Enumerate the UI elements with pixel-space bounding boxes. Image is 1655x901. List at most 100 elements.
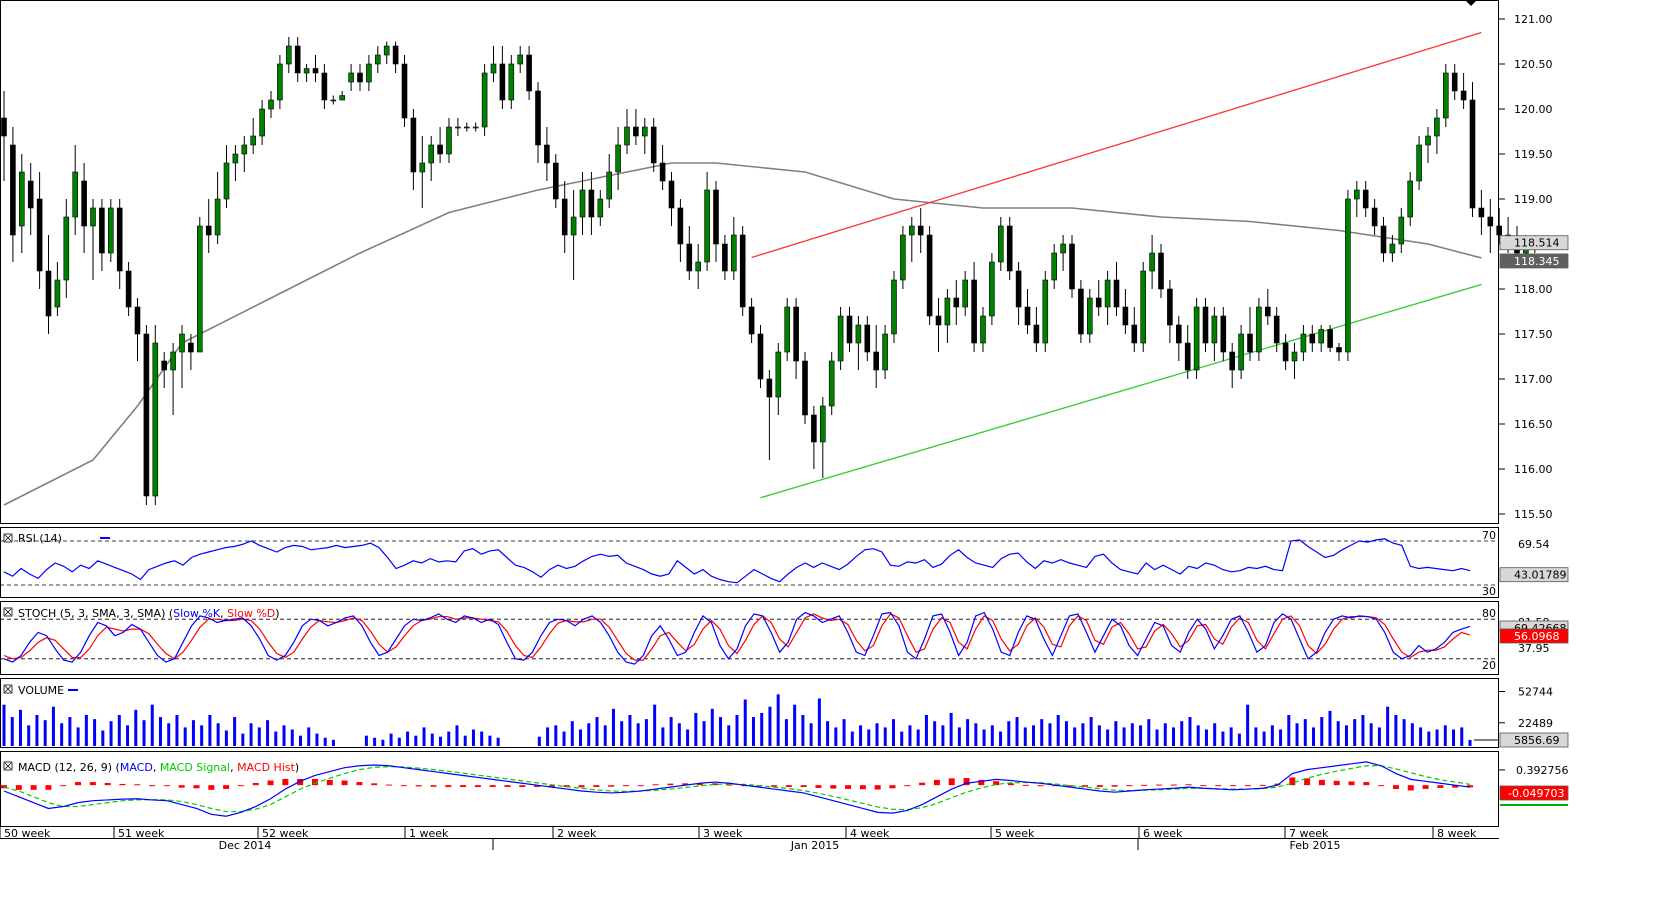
volume-bar xyxy=(85,715,88,746)
volume-bar xyxy=(1197,725,1200,746)
macd-hist-bar xyxy=(934,780,940,785)
volume-bar xyxy=(1263,732,1266,746)
macd-legend-paren: ) xyxy=(295,761,299,774)
volume-bar xyxy=(703,721,706,746)
bullish-candle xyxy=(900,235,905,280)
bullish-candle xyxy=(625,127,630,145)
bullish-candle xyxy=(1417,145,1422,181)
volume-bar xyxy=(455,725,458,746)
bearish-candle xyxy=(1007,226,1012,271)
volume-bar xyxy=(118,715,121,746)
bearish-candle xyxy=(803,361,808,415)
volume-bar xyxy=(208,715,211,746)
bearish-candle xyxy=(1034,325,1039,343)
bearish-candle xyxy=(811,415,816,442)
macd-hist-bar xyxy=(223,785,229,789)
volume-bar xyxy=(661,727,664,746)
volume-bar xyxy=(678,723,681,746)
bearish-candle xyxy=(722,244,727,271)
volume-bar xyxy=(488,736,491,746)
volume-bar xyxy=(686,729,689,746)
volume-bar xyxy=(1131,723,1134,746)
volume-bar xyxy=(258,727,261,746)
volume-bar xyxy=(217,723,220,746)
macd-hist-bar xyxy=(801,785,807,787)
bullish-candle xyxy=(1354,190,1359,199)
volume-bar xyxy=(604,725,607,746)
macd-hist-bar xyxy=(949,778,955,785)
bearish-candle xyxy=(758,334,763,379)
volume-bar xyxy=(950,713,953,746)
bearish-candle xyxy=(740,235,745,307)
macd-hist-bar xyxy=(1215,785,1221,786)
bullish-candle xyxy=(571,217,576,235)
bullish-candle xyxy=(1434,118,1439,136)
stoch-level-20: 20 xyxy=(1482,659,1496,672)
bearish-candle xyxy=(651,127,656,163)
volume-bar xyxy=(851,732,854,746)
macd-hist-bar xyxy=(164,785,170,786)
volume-bar xyxy=(719,717,722,746)
bullish-candle xyxy=(1399,217,1404,244)
volume-bar xyxy=(27,725,30,746)
bearish-candle xyxy=(749,307,754,334)
volume-bar xyxy=(958,727,961,746)
price-tick-label: 115.50 xyxy=(1514,508,1553,521)
macd-hist-bar xyxy=(445,785,451,787)
bearish-candle xyxy=(411,118,416,172)
bullish-candle xyxy=(1194,307,1199,370)
volume-bar xyxy=(694,713,697,746)
macd-hist-bar xyxy=(504,785,510,787)
bearish-candle xyxy=(589,190,594,217)
volume-bar xyxy=(52,707,55,746)
macd-hist-bar xyxy=(815,785,821,788)
bearish-candle xyxy=(37,199,42,271)
volume-bar xyxy=(274,732,277,746)
macd-legend-sep: , xyxy=(230,761,237,774)
price-tick-label: 118.00 xyxy=(1514,283,1553,296)
bearish-candle xyxy=(162,361,167,370)
bearish-candle xyxy=(562,199,567,235)
volume-bar xyxy=(670,717,673,746)
stoch-title: STOCH (5, 3, SMA, 3, SMA) (Slow %K, Slow… xyxy=(18,607,280,620)
bearish-candle xyxy=(927,235,932,316)
macd-legend-signal: MACD Signal xyxy=(160,761,230,774)
volume-bar xyxy=(628,715,631,746)
bearish-candle xyxy=(1274,316,1279,343)
bullish-candle xyxy=(616,145,621,172)
macd-hist-bar xyxy=(179,785,185,787)
volume-bar xyxy=(653,705,656,746)
bullish-candle xyxy=(455,127,460,128)
volume-bar xyxy=(1361,715,1364,746)
volume-bar xyxy=(35,715,38,746)
volume-bar xyxy=(941,725,944,746)
bullish-candle xyxy=(19,172,24,226)
bullish-candle xyxy=(340,96,345,101)
bullish-candle xyxy=(705,190,710,262)
macd-hist-bar xyxy=(1126,785,1132,786)
bullish-candle xyxy=(909,226,914,235)
volume-bar xyxy=(143,720,146,746)
bearish-candle xyxy=(402,64,407,118)
volume-bar xyxy=(1279,729,1282,746)
bullish-candle xyxy=(269,100,274,109)
volume-bar xyxy=(1403,719,1406,746)
volume-bar xyxy=(843,719,846,746)
volume-bar xyxy=(101,731,104,747)
macd-hist-bar xyxy=(1112,785,1118,787)
volume-bar xyxy=(991,725,994,746)
bullish-candle xyxy=(286,46,291,64)
bearish-candle xyxy=(936,316,941,325)
macd-hist-bar xyxy=(904,785,910,786)
volume-bar xyxy=(184,727,187,746)
macd-hist-bar xyxy=(593,785,599,787)
volume-bar xyxy=(620,721,623,746)
bullish-candle xyxy=(1087,298,1092,334)
volume-bar xyxy=(406,732,409,746)
bearish-candle xyxy=(500,64,505,100)
volume-bar xyxy=(1065,721,1068,746)
bullish-candle xyxy=(242,145,247,154)
macd-hist-bar xyxy=(268,781,274,786)
